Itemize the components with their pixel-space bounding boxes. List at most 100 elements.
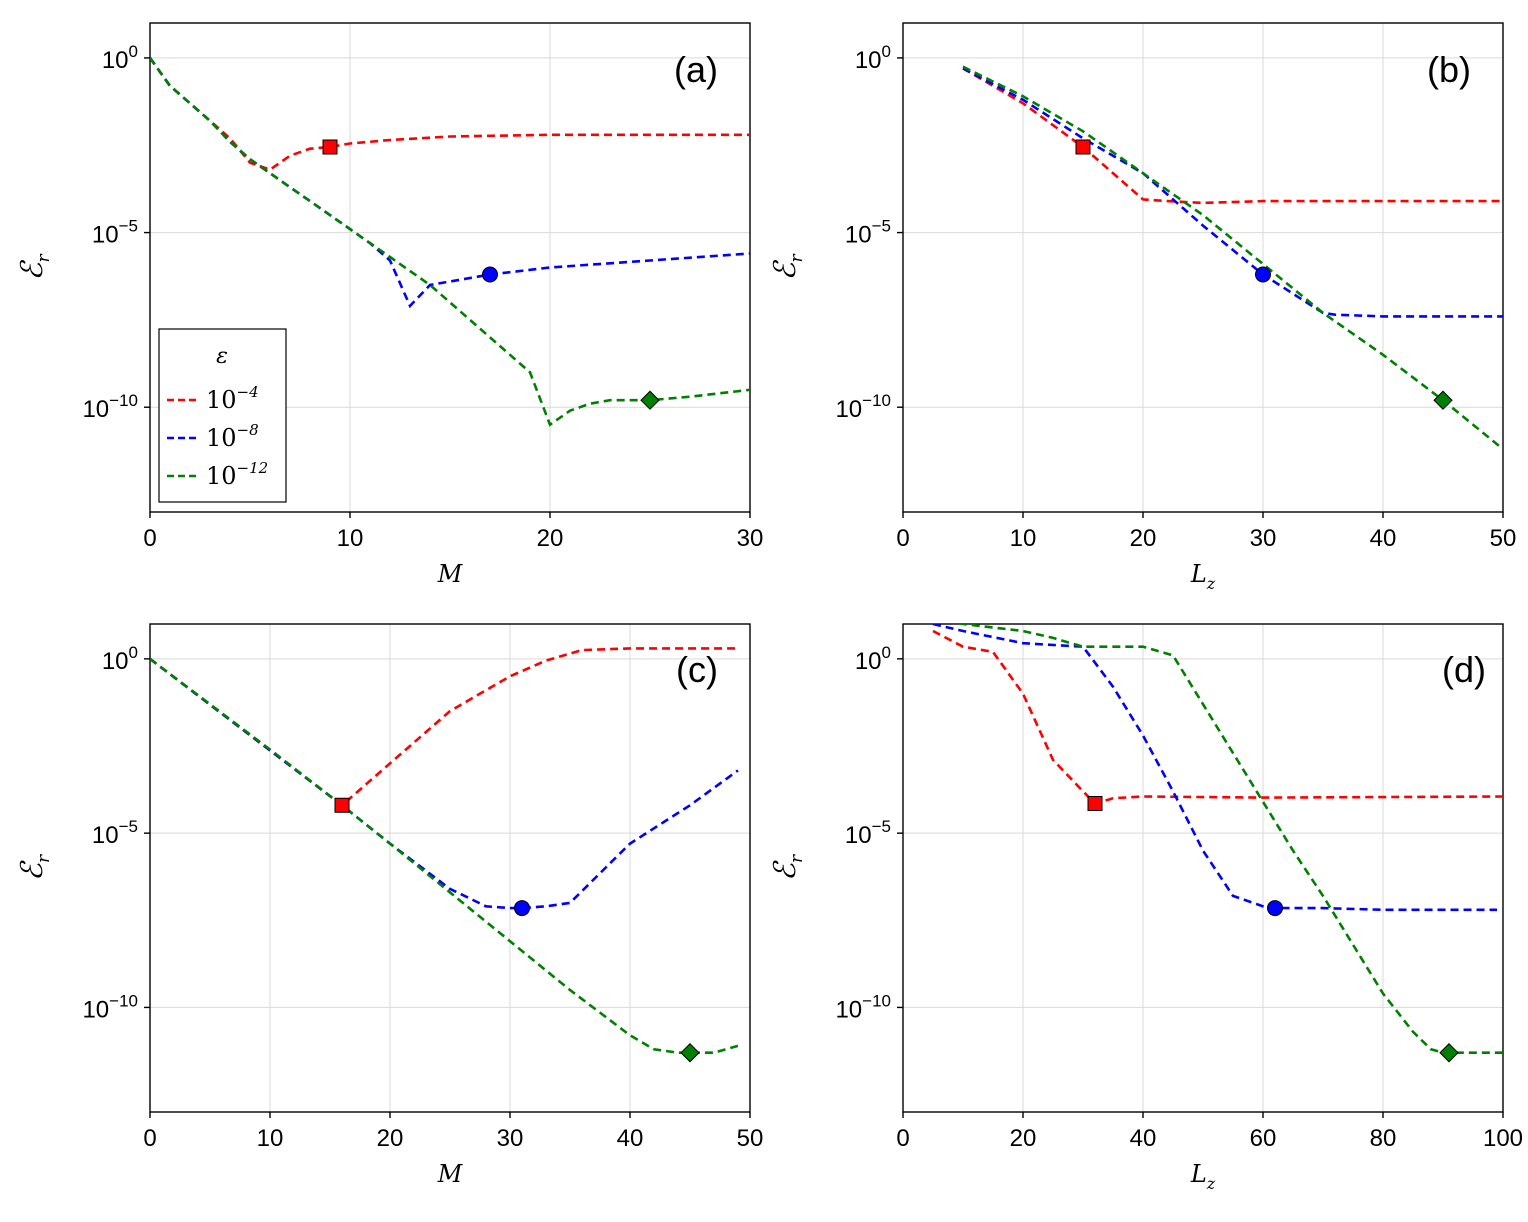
series-group [932, 624, 1503, 1054]
y-tick-base: 10 [855, 47, 882, 74]
series-line-red [962, 67, 1503, 205]
y-tick-base: 10 [92, 822, 119, 849]
y-axis-label-subscript: r [34, 253, 54, 262]
circle-marker [1267, 900, 1283, 917]
plot-frame [902, 22, 1504, 513]
legend: ε10−410−810−12 [158, 328, 287, 503]
x-axis-label-subscript: z [1206, 1174, 1216, 1193]
x-axis-label: Lz [1190, 560, 1216, 593]
x-tick-label: 50 [1490, 525, 1517, 552]
circle-marker [514, 900, 530, 917]
series-line-red [150, 57, 750, 172]
series-group [150, 647, 739, 1054]
y-tick-exponent: −10 [109, 991, 138, 1010]
legend-title: ε [216, 344, 228, 369]
x-tick-label: 10 [1010, 525, 1037, 552]
x-tick-label: 30 [497, 1125, 524, 1152]
y-tick-label: 10−10 [835, 391, 891, 423]
legend-entry-base: 10 [206, 462, 237, 490]
y-axis-label-subscript: r [787, 854, 807, 863]
series-line-blue [150, 57, 750, 309]
y-tick-base: 10 [855, 648, 882, 675]
legend-entry-label: 10−4 [206, 383, 259, 414]
x-tick-label: 0 [143, 525, 156, 552]
legend-entry-exponent: −4 [237, 383, 259, 401]
y-tick-exponent: −10 [862, 391, 891, 410]
y-axis-label-main: ℰ [15, 260, 50, 281]
series-line-blue [150, 657, 739, 910]
x-tick-label: 80 [1370, 1125, 1397, 1152]
x-tick-label: 20 [1130, 525, 1157, 552]
y-tick-label: 100 [102, 643, 138, 675]
y-tick-exponent: −5 [119, 817, 138, 836]
legend-entry-label: 10−12 [206, 459, 268, 490]
panel-label: (b) [1427, 49, 1471, 90]
series-line-blue [932, 624, 1497, 912]
legend-box [158, 328, 287, 503]
y-tick-base: 10 [835, 996, 862, 1023]
panel-label: (d) [1442, 649, 1486, 690]
y-axis-label-main: ℰ [15, 860, 50, 881]
legend-entry-base: 10 [206, 386, 237, 414]
series-line-green [962, 65, 1503, 451]
y-tick-exponent: 0 [882, 643, 891, 662]
series-line-red [932, 629, 1503, 805]
x-tick-label: 20 [377, 1125, 404, 1152]
x-tick-label: 0 [896, 1125, 909, 1152]
x-tick-label: 20 [1010, 1125, 1037, 1152]
x-tick-label: 10 [257, 1125, 284, 1152]
y-axis-label: ℰr [15, 854, 54, 881]
legend-entry-label: 10−8 [206, 421, 259, 452]
square-marker [322, 139, 338, 155]
panel-label: (a) [674, 49, 718, 90]
y-tick-label: 10−5 [845, 817, 891, 849]
x-axis-label: M [437, 1160, 464, 1188]
x-tick-label: 30 [737, 525, 764, 552]
y-tick-label: 10−5 [845, 217, 891, 249]
y-axis-label: ℰr [15, 253, 54, 280]
x-tick-label: 50 [737, 1125, 764, 1152]
y-tick-exponent: −5 [872, 217, 891, 236]
y-tick-exponent: −10 [109, 391, 138, 410]
y-tick-exponent: −5 [119, 217, 138, 236]
square-marker [1087, 796, 1103, 812]
x-tick-label: 40 [1370, 525, 1397, 552]
y-tick-label: 10−10 [82, 391, 138, 423]
y-tick-label: 100 [855, 643, 891, 675]
y-tick-label: 10−10 [835, 991, 891, 1023]
x-tick-label: 40 [617, 1125, 644, 1152]
x-axis-label-subscript: z [1206, 574, 1216, 593]
series-group [962, 65, 1503, 451]
y-tick-base: 10 [102, 47, 129, 74]
series-line-red [150, 647, 738, 807]
x-axis-label-main: M [437, 1160, 464, 1188]
legend-entry-exponent: −8 [237, 421, 259, 439]
series-line-green [150, 657, 739, 1054]
y-axis-label-subscript: r [34, 854, 54, 863]
x-tick-label: 60 [1250, 1125, 1277, 1152]
y-axis-label-main: ℰ [768, 260, 803, 281]
y-axis-label-subscript: r [787, 253, 807, 262]
x-axis-label-main: L [1190, 1160, 1207, 1188]
series-line-green [951, 624, 1503, 1054]
y-axis-label: ℰr [768, 253, 807, 280]
y-tick-exponent: 0 [129, 42, 138, 61]
circle-marker [1255, 266, 1271, 283]
y-tick-base: 10 [82, 396, 109, 423]
y-tick-label: 10−5 [92, 817, 138, 849]
y-tick-base: 10 [92, 222, 119, 249]
y-tick-label: 10−10 [82, 991, 138, 1023]
y-tick-exponent: −10 [862, 991, 891, 1010]
y-tick-label: 10−5 [92, 217, 138, 249]
y-tick-exponent: 0 [882, 42, 891, 61]
y-tick-exponent: 0 [129, 643, 138, 662]
series-line-blue [962, 67, 1503, 318]
x-axis-label: Lz [1190, 1160, 1216, 1193]
x-tick-label: 0 [896, 525, 909, 552]
x-tick-label: 20 [537, 525, 564, 552]
